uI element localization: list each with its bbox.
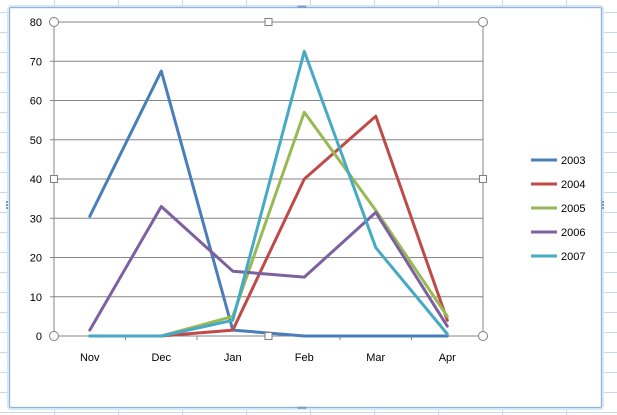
y-tick-label: 70: [30, 56, 42, 68]
y-tick-label: 80: [30, 17, 42, 29]
corner-handle[interactable]: [478, 331, 488, 341]
legend-item-2007[interactable]: 2007: [531, 251, 585, 263]
y-tick-label: 30: [30, 213, 42, 225]
axes: [50, 21, 484, 340]
x-tick-label: Apr: [439, 352, 456, 364]
plot-area-selection-handles[interactable]: [49, 17, 488, 341]
side-handle[interactable]: [264, 18, 273, 26]
legend-item-2003[interactable]: 2003: [531, 155, 585, 167]
resize-handle-right[interactable]: [602, 200, 606, 210]
x-axis-tick-labels: Nov Dec Jan Feb Mar Apr: [80, 352, 456, 364]
resize-handle-bottom[interactable]: ••••: [297, 403, 307, 413]
y-tick-label: 10: [30, 292, 42, 304]
side-handle[interactable]: [264, 332, 273, 340]
legend-label: 2007: [561, 251, 585, 263]
x-tick-label: Nov: [80, 352, 100, 364]
corner-handle[interactable]: [49, 331, 59, 341]
legend-label: 2006: [561, 227, 585, 239]
legend[interactable]: 2003 2004 2005 2006 2007: [531, 155, 585, 263]
chart-area[interactable]: [9, 7, 602, 408]
series-line-2005: [88, 110, 449, 338]
series-line-2006: [88, 205, 449, 332]
y-tick-label: 20: [30, 253, 42, 265]
legend-item-2004[interactable]: 2004: [531, 179, 585, 191]
series-lines: [88, 49, 449, 338]
side-handle[interactable]: [479, 175, 487, 183]
x-tick-label: Feb: [295, 352, 314, 364]
corner-handle[interactable]: [478, 17, 488, 27]
side-handle[interactable]: [50, 175, 58, 183]
x-tick-label: Mar: [366, 352, 385, 364]
x-tick-label: Dec: [151, 352, 171, 364]
legend-label: 2005: [561, 203, 585, 215]
legend-item-2006[interactable]: 2006: [531, 227, 585, 239]
x-tick-label: Jan: [224, 352, 242, 364]
y-tick-label: 40: [30, 174, 42, 186]
resize-handle-top[interactable]: ••••: [297, 2, 307, 12]
legend-item-2005[interactable]: 2005: [531, 203, 585, 215]
y-tick-label: 50: [30, 135, 42, 147]
series-line-2007: [88, 49, 449, 338]
y-tick-label: 0: [36, 331, 42, 343]
legend-label: 2003: [561, 155, 585, 167]
series-line-2004: [88, 114, 449, 338]
resize-handle-left[interactable]: [6, 200, 10, 210]
legend-label: 2004: [561, 179, 585, 191]
gridlines: [54, 21, 483, 337]
corner-handle[interactable]: [49, 17, 59, 27]
y-axis-tick-labels: 0 10 20 30 40 50 60 70 80: [30, 17, 42, 343]
y-tick-label: 60: [30, 96, 42, 108]
